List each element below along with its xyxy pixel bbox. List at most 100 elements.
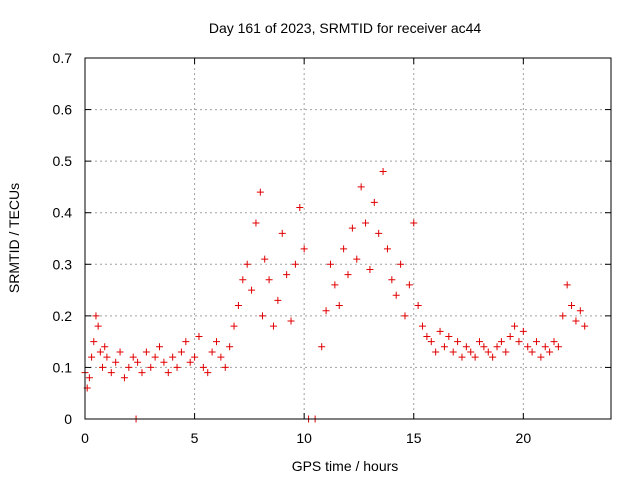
data-point: [101, 343, 109, 351]
data-point: [318, 343, 326, 351]
data-point: [226, 343, 234, 351]
data-point: [537, 353, 545, 361]
data-point: [344, 271, 352, 279]
data-point: [462, 343, 470, 351]
data-point: [265, 276, 273, 284]
data-point: [234, 302, 242, 310]
data-point: [401, 312, 409, 320]
data-point: [239, 276, 247, 284]
data-point: [348, 224, 356, 232]
data-point: [559, 312, 567, 320]
data-point: [476, 338, 483, 346]
data-point: [199, 363, 207, 371]
data-point: [204, 369, 212, 377]
y-tick-label: 0.2: [53, 308, 73, 324]
data-point: [169, 353, 177, 361]
data-point: [94, 322, 102, 330]
data-point: [497, 338, 505, 346]
data-point: [541, 343, 549, 351]
data-point: [138, 369, 146, 377]
data-point: [546, 348, 554, 356]
data-point: [151, 353, 159, 361]
y-tick-label: 0.1: [53, 359, 73, 375]
data-point: [506, 332, 514, 340]
data-point: [480, 343, 488, 351]
data-point: [467, 348, 475, 356]
data-point: [331, 281, 339, 289]
data-point: [572, 317, 580, 325]
data-point: [436, 327, 444, 335]
data-point: [353, 255, 361, 263]
data-point: [177, 348, 185, 356]
y-tick-label: 0.6: [53, 102, 73, 118]
data-point: [92, 312, 100, 320]
y-tick-label: 0.7: [53, 50, 73, 66]
data-point: [243, 260, 251, 268]
data-point: [182, 338, 190, 346]
data-point: [449, 348, 457, 356]
data-point: [405, 281, 413, 289]
data-point: [120, 374, 128, 382]
x-axis-label: GPS time / hours: [292, 458, 399, 474]
data-point: [397, 260, 405, 268]
data-point: [283, 271, 291, 279]
data-points: [81, 167, 589, 423]
data-point: [173, 363, 181, 371]
data-point: [112, 358, 120, 366]
data-point: [90, 338, 98, 346]
data-point: [528, 348, 536, 356]
series-srmtid: [81, 167, 589, 423]
data-point: [414, 302, 422, 310]
data-point: [164, 369, 172, 377]
x-tick-label: 20: [516, 430, 532, 446]
data-point: [191, 353, 199, 361]
data-point: [85, 374, 93, 382]
data-point: [432, 348, 440, 356]
data-point: [142, 348, 150, 356]
data-point: [88, 353, 96, 361]
data-point: [502, 348, 510, 356]
x-tick-label: 10: [296, 430, 312, 446]
data-point: [524, 343, 532, 351]
y-tick-label: 0.4: [53, 205, 73, 221]
data-point: [134, 358, 142, 366]
data-point: [221, 363, 229, 371]
data-point: [471, 353, 479, 361]
data-point: [116, 348, 124, 356]
data-point: [147, 363, 155, 371]
data-point: [259, 312, 267, 320]
data-point: [383, 245, 391, 253]
y-tick-label: 0.5: [53, 153, 73, 169]
data-point: [322, 307, 330, 315]
y-axis-label: SRMTID / TECUs: [6, 183, 22, 293]
data-point: [515, 338, 523, 346]
data-point: [445, 332, 453, 340]
data-point: [550, 338, 558, 346]
plot-frame: [84, 57, 612, 420]
data-point: [230, 322, 238, 330]
data-point: [419, 322, 427, 330]
data-point: [423, 332, 431, 340]
data-point: [287, 317, 295, 325]
data-point: [454, 338, 462, 346]
x-tick-label: 5: [191, 430, 199, 446]
data-point: [269, 322, 277, 330]
data-point: [581, 322, 589, 330]
data-point: [213, 338, 220, 346]
data-point: [274, 296, 282, 304]
data-point: [568, 302, 576, 310]
chart-title: Day 161 of 2023, SRMTID for receiver ac4…: [209, 20, 482, 36]
data-point: [300, 245, 308, 253]
data-point: [99, 363, 107, 371]
data-point: [563, 281, 571, 289]
data-point: [370, 198, 378, 206]
data-point: [410, 219, 418, 227]
data-point: [96, 348, 104, 356]
data-point: [392, 291, 400, 299]
data-point: [388, 276, 396, 284]
data-point: [195, 332, 203, 340]
data-point: [326, 260, 334, 268]
data-point: [379, 167, 387, 175]
data-point: [576, 307, 584, 315]
